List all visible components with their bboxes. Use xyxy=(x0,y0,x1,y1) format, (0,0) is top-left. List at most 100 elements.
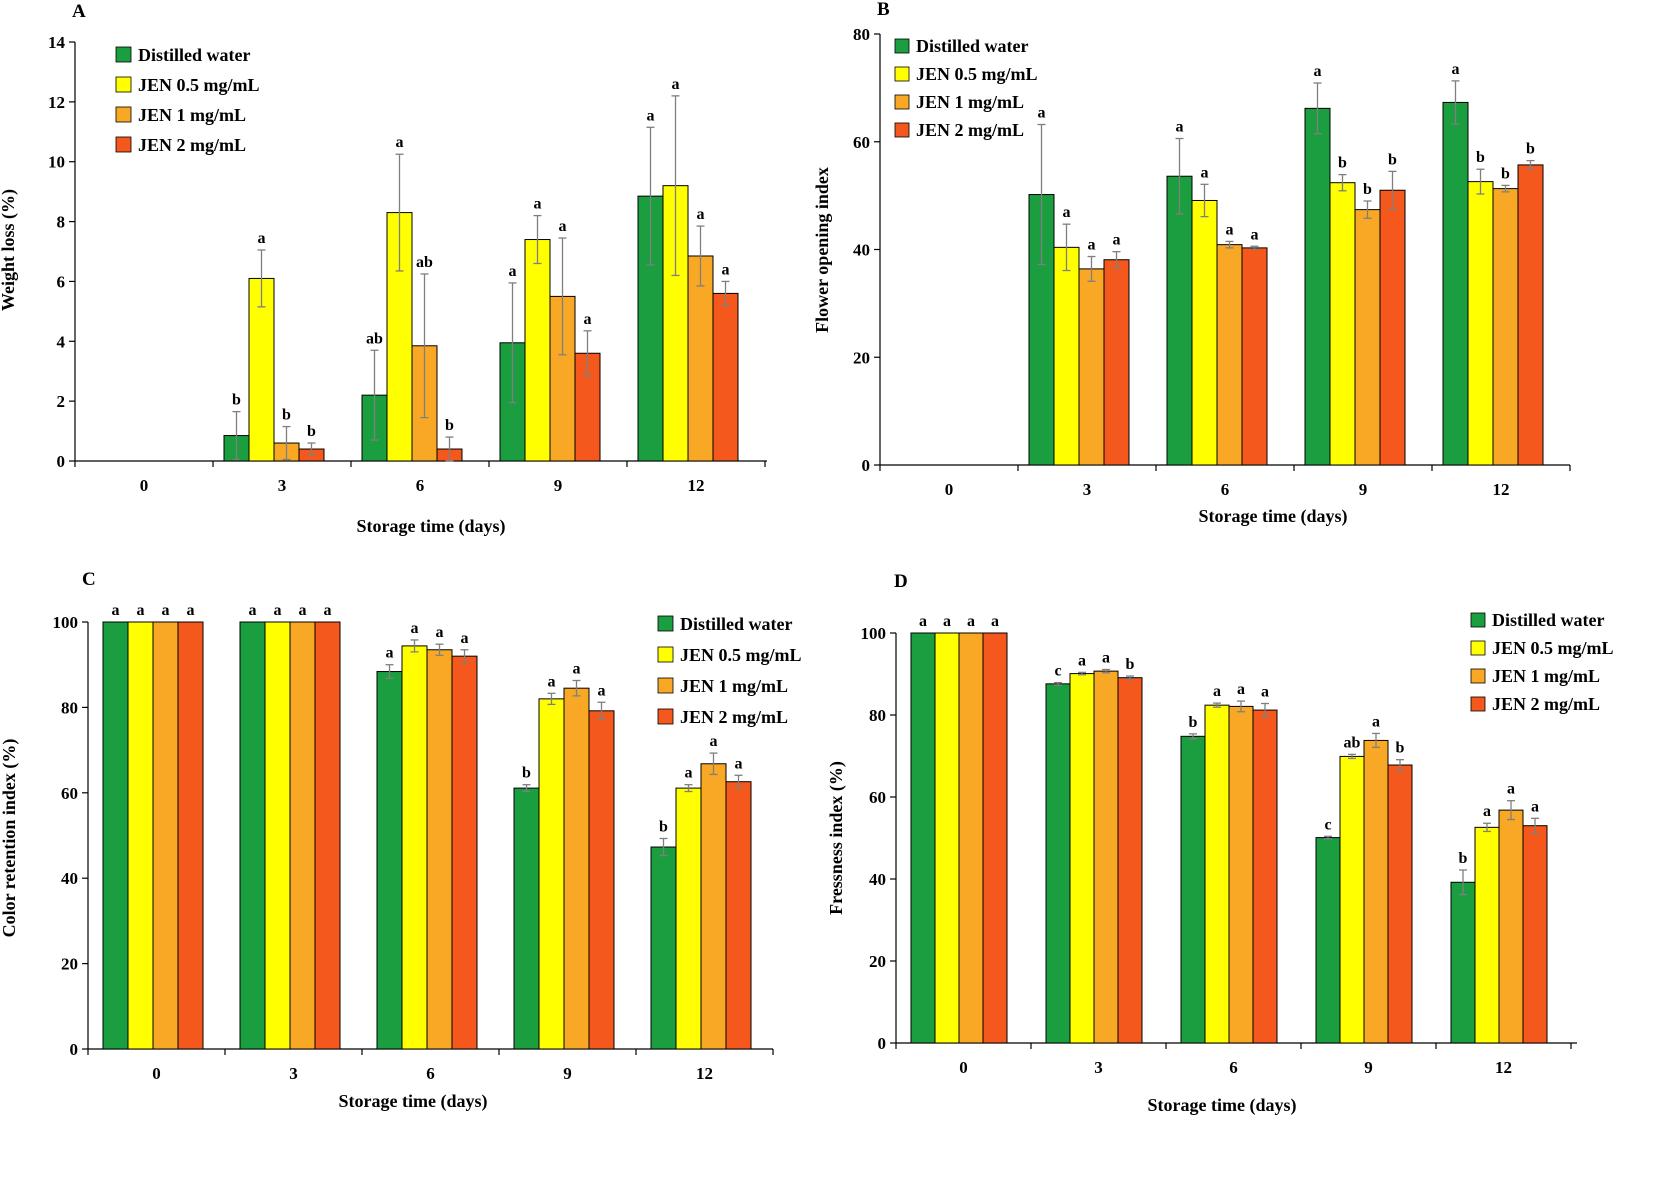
y-tick-label: 0 xyxy=(878,1034,887,1053)
significance-letter: a xyxy=(584,311,592,328)
significance-letter: a xyxy=(112,602,120,619)
bar xyxy=(1467,181,1494,466)
y-tick-label: 6 xyxy=(57,272,66,291)
significance-letter: b xyxy=(1388,151,1397,168)
significance-letter: a xyxy=(324,602,332,619)
y-tick-label: 0 xyxy=(57,452,66,471)
significance-letter: a xyxy=(1314,63,1322,80)
bar xyxy=(1329,182,1356,466)
bar xyxy=(1522,825,1548,1044)
bar xyxy=(127,621,154,1050)
significance-letter: a xyxy=(258,230,266,247)
significance-letter: a xyxy=(1372,713,1380,730)
significance-letter: b xyxy=(522,765,531,782)
significance-letter: a xyxy=(722,261,730,278)
significance-letter: a xyxy=(685,765,693,782)
bar xyxy=(1498,809,1524,1044)
significance-letter: ab xyxy=(416,254,433,271)
x-tick-label: 6 xyxy=(1221,480,1230,499)
significance-letter: a xyxy=(919,613,927,630)
bar xyxy=(1315,837,1341,1044)
significance-letter: a xyxy=(1483,803,1491,820)
bar xyxy=(102,621,129,1050)
significance-letter: a xyxy=(436,624,444,641)
bar xyxy=(1363,739,1389,1044)
bar xyxy=(1379,189,1406,466)
bar xyxy=(1166,175,1193,466)
bar xyxy=(1204,704,1230,1044)
bar xyxy=(1117,677,1143,1044)
bar xyxy=(1339,755,1365,1044)
significance-letter: a xyxy=(735,755,743,772)
legend-label: JEN 0.5 mg/mL xyxy=(138,75,260,95)
bar xyxy=(1045,683,1071,1044)
y-tick-label: 14 xyxy=(48,33,66,52)
significance-letter: a xyxy=(1038,105,1046,122)
significance-letter: a xyxy=(559,218,567,235)
significance-letter: b xyxy=(1526,141,1535,158)
y-tick-label: 60 xyxy=(61,784,78,803)
significance-letter: a xyxy=(967,613,975,630)
significance-letter: a xyxy=(187,602,195,619)
x-tick-label: 6 xyxy=(1229,1058,1238,1077)
x-tick-label: 9 xyxy=(1359,480,1368,499)
y-tick-label: 100 xyxy=(53,613,79,632)
bar xyxy=(239,621,266,1050)
legend-swatch xyxy=(894,122,910,138)
chart-panel-a: A 0 2 4 6 8 10 12 14 0 3 6 9 12 Storage time (days) Wei… xyxy=(0,1,767,537)
y-tick-label: 80 xyxy=(869,706,886,725)
significance-letter: a xyxy=(647,107,655,124)
x-axis-title: Storage time (days) xyxy=(1199,506,1348,527)
legend-label: JEN 1 mg/mL xyxy=(680,676,788,696)
significance-letter: ab xyxy=(1344,734,1361,751)
significance-letter: a xyxy=(1113,232,1121,249)
bar xyxy=(1228,705,1254,1044)
significance-letter: c xyxy=(1324,816,1331,833)
legend-swatch xyxy=(657,646,674,663)
bar xyxy=(1078,268,1105,466)
legend-swatch xyxy=(657,708,674,725)
x-tick-label: 6 xyxy=(416,476,425,495)
bar xyxy=(1069,673,1095,1044)
legend-swatch xyxy=(657,677,674,694)
x-axis-title: Storage time (days) xyxy=(1148,1095,1297,1116)
y-tick-label: 40 xyxy=(869,870,886,889)
panel-letter: C xyxy=(82,569,96,590)
panel-letter: A xyxy=(72,1,86,22)
legend-label: Distilled water xyxy=(138,45,250,65)
bar xyxy=(1103,259,1130,466)
legend-label: JEN 1 mg/mL xyxy=(138,105,246,125)
legend: Distilled water JEN 0.5 mg/mL JEN 1 mg/mL J… xyxy=(115,45,260,155)
bar xyxy=(1180,735,1206,1044)
panel-letter: B xyxy=(877,0,890,20)
significance-letter: a xyxy=(1237,681,1245,698)
legend: Distilled water JEN 0.5 mg/mL JEN 1 mg/mL J… xyxy=(1470,610,1614,714)
significance-letter: a xyxy=(1452,61,1460,78)
significance-letter: a xyxy=(697,206,705,223)
legend-swatch xyxy=(115,46,132,63)
bar xyxy=(1387,764,1413,1044)
significance-letter: c xyxy=(1054,663,1061,680)
bar xyxy=(563,687,590,1050)
significance-letter: a xyxy=(411,620,419,637)
bar xyxy=(1354,209,1381,466)
legend-swatch xyxy=(115,106,132,123)
y-tick-label: 8 xyxy=(57,213,66,232)
legend-swatch xyxy=(1470,696,1486,712)
y-axis-title: Weight loss (%) xyxy=(0,189,19,311)
legend-label: JEN 0.5 mg/mL xyxy=(1492,638,1614,658)
bar xyxy=(264,621,291,1050)
legend-label: Distilled water xyxy=(916,36,1028,56)
y-tick-label: 100 xyxy=(861,624,887,643)
significance-letter: b xyxy=(1363,181,1372,198)
bar xyxy=(910,632,936,1044)
significance-letter: a xyxy=(461,630,469,647)
bar xyxy=(1492,188,1519,466)
bar xyxy=(934,632,960,1044)
bar xyxy=(958,632,984,1044)
bar xyxy=(152,621,179,1050)
significance-letter: a xyxy=(1102,649,1110,666)
significance-letter: b xyxy=(1501,165,1510,182)
bar xyxy=(513,787,540,1050)
bar xyxy=(675,787,702,1050)
